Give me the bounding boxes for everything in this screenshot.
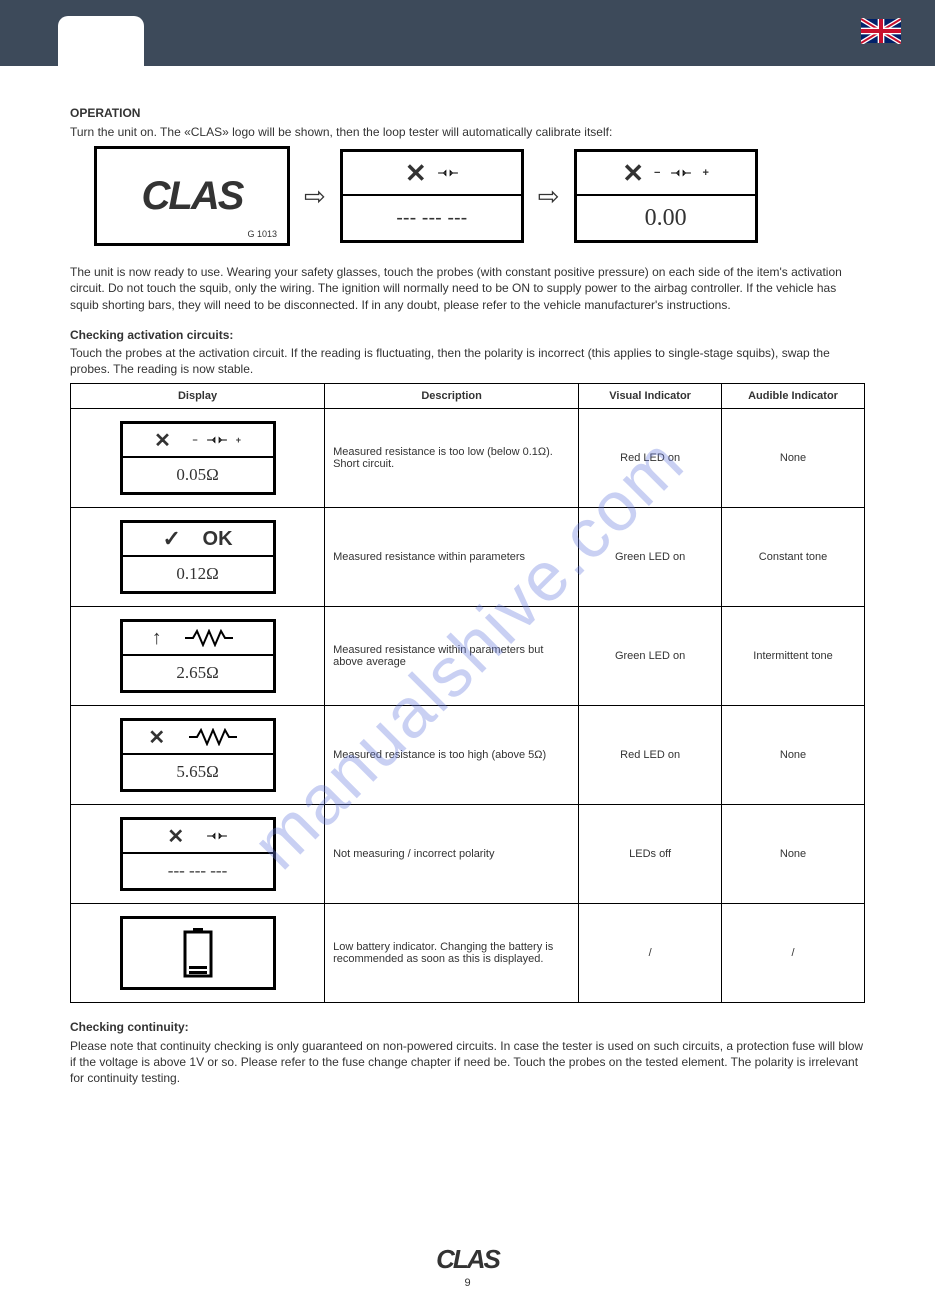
results-table: Display Description Visual Indicator Aud…: [70, 383, 865, 1003]
x-icon: ✕: [405, 158, 427, 189]
page-footer: CLAS 9: [0, 1244, 935, 1289]
cell-visual: Red LED on: [579, 409, 722, 508]
arrow-icon: ⇨: [304, 181, 326, 212]
th-description: Description: [325, 384, 579, 409]
uk-flag-icon: [861, 18, 901, 44]
cell-display: ✓ OK0.12Ω: [71, 508, 325, 607]
cell-visual: Green LED on: [579, 508, 722, 607]
lcd-cell: ✕ 5.65Ω: [120, 718, 276, 792]
probe-icon: [437, 164, 459, 182]
checking-continuity-title: Checking continuity:: [70, 1020, 189, 1034]
cell-display: ✕ 5.65Ω: [71, 706, 325, 805]
operation-intro: Turn the unit on. The «CLAS» logo will b…: [70, 124, 865, 140]
page-content: OPERATION Turn the unit on. The «CLAS» l…: [0, 66, 935, 1086]
cell-audible: None: [722, 409, 865, 508]
cell-audible: Constant tone: [722, 508, 865, 607]
arrow-icon: ⇨: [538, 181, 560, 212]
cell-display: ✕ −+0.05Ω: [71, 409, 325, 508]
th-visual: Visual Indicator: [579, 384, 722, 409]
checking-continuity-text: Please note that continuity checking is …: [70, 1038, 865, 1087]
lcd-cell: ↑ 2.65Ω: [120, 619, 276, 693]
cell-description: Not measuring / incorrect polarity: [325, 805, 579, 904]
cell-description: Measured resistance is too high (above 5…: [325, 706, 579, 805]
cell-display: ✕ --- --- ---: [71, 805, 325, 904]
cell-audible: None: [722, 805, 865, 904]
page-tab: [58, 16, 144, 66]
lcd-ready-screen: ✕ − + 0.00: [574, 149, 758, 243]
plus-label: +: [702, 167, 708, 179]
minus-label: −: [654, 167, 660, 179]
checking-activation-text: Touch the probes at the activation circu…: [70, 345, 865, 377]
lcd-cell: ✕ --- --- ---: [120, 817, 276, 891]
lcd-value: --- --- ---: [343, 196, 521, 240]
operation-ready-text: The unit is now ready to use. Wearing yo…: [70, 264, 865, 313]
cell-visual: LEDs off: [579, 805, 722, 904]
cell-description: Measured resistance is too low (below 0.…: [325, 409, 579, 508]
lcd-cell: ✕ −+0.05Ω: [120, 421, 276, 495]
footer-logo: CLAS: [0, 1244, 935, 1275]
th-audible: Audible Indicator: [722, 384, 865, 409]
lcd-logo-screen: CLAS G 1013: [94, 146, 290, 246]
startup-flow: CLAS G 1013 ⇨ ✕ --- --- --- ⇨ ✕ − +: [94, 146, 865, 246]
lcd-cell: ✓ OK0.12Ω: [120, 520, 276, 594]
page-number: 9: [0, 1277, 935, 1289]
lcd-value: 0.00: [577, 196, 755, 240]
cell-visual: Red LED on: [579, 706, 722, 805]
clas-logo: CLAS: [142, 174, 243, 219]
cell-description: Measured resistance within parameters: [325, 508, 579, 607]
cell-description: Measured resistance within parameters bu…: [325, 607, 579, 706]
operation-heading: OPERATION: [70, 106, 865, 120]
cell-audible: None: [722, 706, 865, 805]
cell-visual: /: [579, 904, 722, 1003]
th-display: Display: [71, 384, 325, 409]
cell-audible: Intermittent tone: [722, 607, 865, 706]
cell-display: [71, 904, 325, 1003]
cell-display: ↑ 2.65Ω: [71, 607, 325, 706]
logo-model: G 1013: [247, 229, 277, 239]
cell-audible: /: [722, 904, 865, 1003]
x-icon: ✕: [622, 158, 644, 189]
lcd-cell: [120, 916, 276, 990]
top-bar: [0, 0, 935, 66]
lcd-calibrating-screen: ✕ --- --- ---: [340, 149, 524, 243]
probe-polarity-icon: [670, 164, 692, 182]
checking-activation-title: Checking activation circuits:: [70, 328, 233, 342]
cell-visual: Green LED on: [579, 607, 722, 706]
cell-description: Low battery indicator. Changing the batt…: [325, 904, 579, 1003]
